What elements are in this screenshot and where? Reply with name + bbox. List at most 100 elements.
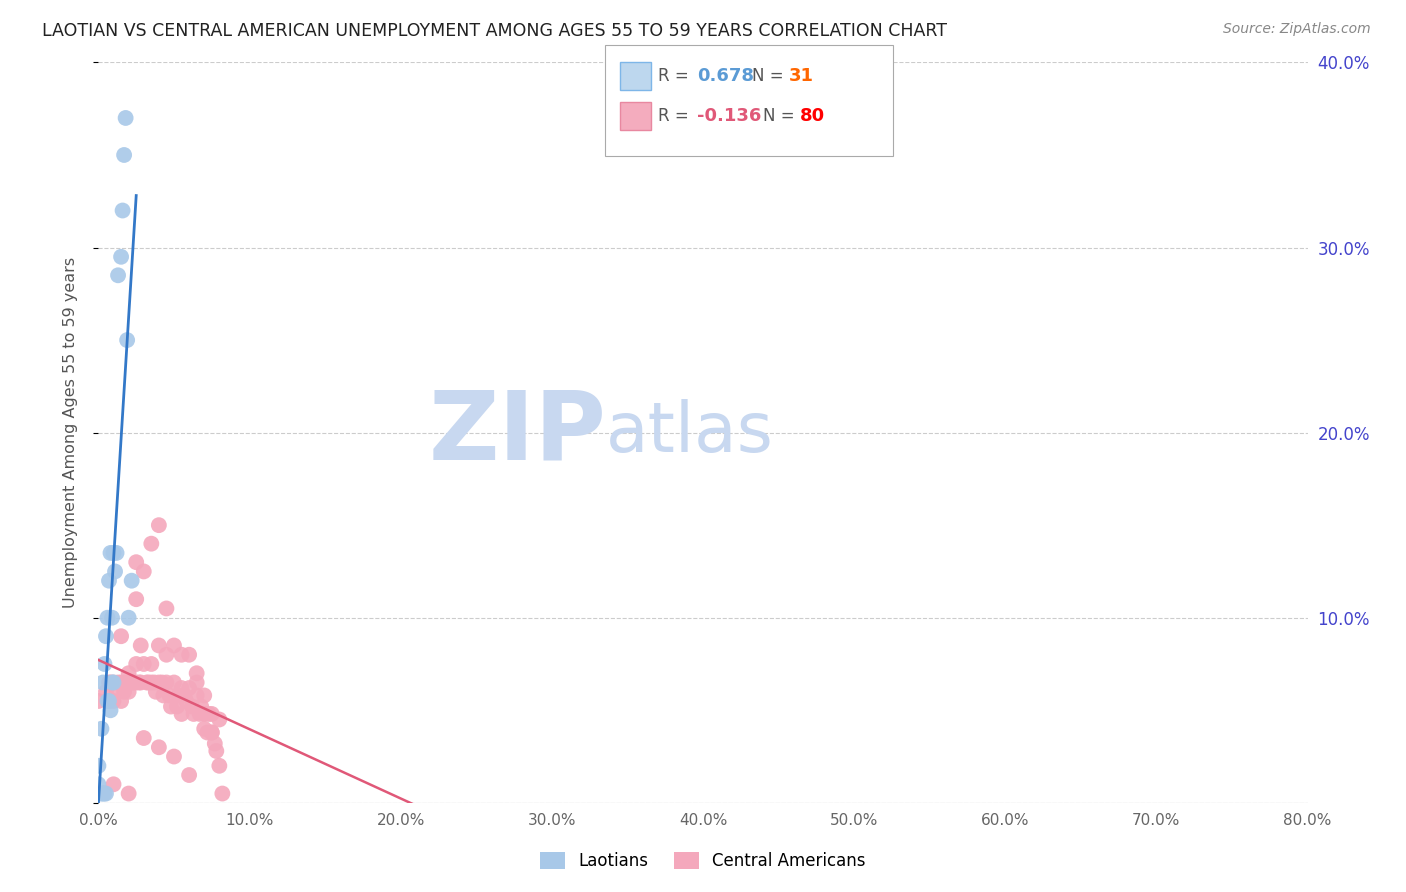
Point (174, 694, 197, 708)
Point (155, 648, 177, 662)
Point (132, 657, 155, 671)
Legend: Laotians, Central Americans: Laotians, Central Americans (534, 846, 872, 877)
Point (201, 706, 224, 721)
Point (163, 639, 186, 653)
Point (100, 703, 122, 717)
Point (112, 685, 135, 699)
Point (94, 787, 117, 801)
Point (186, 666, 208, 681)
Point (87, 694, 110, 708)
Point (107, 268, 129, 283)
Text: 31: 31 (789, 67, 814, 85)
Text: -0.136: -0.136 (697, 107, 762, 125)
Point (129, 639, 152, 653)
Point (96, 694, 118, 708)
Point (91, 675, 114, 690)
Point (125, 657, 148, 671)
Point (111, 203, 134, 218)
Point (107, 675, 129, 690)
Point (100, 675, 122, 690)
Point (118, 610, 141, 624)
Point (201, 725, 224, 739)
Point (104, 565, 127, 579)
Point (103, 777, 125, 791)
Point (141, 657, 163, 671)
Point (170, 681, 193, 695)
Point (167, 689, 190, 703)
Point (115, 333, 138, 347)
Text: Source: ZipAtlas.com: Source: ZipAtlas.com (1223, 22, 1371, 37)
Text: ZIP: ZIP (429, 386, 606, 479)
Point (101, 610, 124, 624)
Text: 80: 80 (800, 107, 825, 125)
Point (166, 699, 188, 714)
Point (145, 685, 167, 699)
Point (183, 706, 205, 721)
Point (114, 111, 136, 125)
Point (163, 675, 186, 690)
Point (193, 706, 215, 721)
Point (170, 648, 193, 662)
Point (143, 675, 166, 690)
Point (193, 689, 215, 703)
Point (188, 706, 211, 721)
Point (122, 675, 145, 690)
Point (125, 555, 148, 569)
Point (150, 675, 173, 690)
Y-axis label: Unemployment Among Ages 55 to 59 years: Unemployment Among Ages 55 to 59 years (63, 257, 77, 608)
Point (155, 601, 177, 615)
Point (94, 685, 117, 699)
Point (186, 689, 208, 703)
Point (87, 787, 110, 801)
Point (208, 758, 231, 772)
Point (155, 675, 177, 690)
Point (197, 706, 219, 721)
Point (152, 689, 174, 703)
Text: R =: R = (658, 67, 695, 85)
Point (148, 740, 170, 755)
Point (103, 675, 125, 690)
Point (94, 629, 117, 643)
Point (118, 787, 141, 801)
Point (98, 694, 121, 708)
Point (110, 694, 132, 708)
Point (205, 744, 228, 758)
Point (148, 639, 170, 653)
Point (125, 675, 148, 690)
Point (98, 574, 121, 588)
Text: LAOTIAN VS CENTRAL AMERICAN UNEMPLOYMENT AMONG AGES 55 TO 59 YEARS CORRELATION C: LAOTIAN VS CENTRAL AMERICAN UNEMPLOYMENT… (42, 22, 948, 40)
Point (128, 675, 150, 690)
Point (100, 546, 122, 560)
Point (179, 768, 201, 782)
Point (136, 675, 159, 690)
Point (93, 657, 115, 671)
Point (204, 737, 226, 751)
Point (208, 713, 231, 727)
Point (179, 648, 201, 662)
Point (193, 722, 215, 736)
Point (173, 689, 195, 703)
Point (179, 681, 201, 695)
Point (160, 699, 183, 714)
Point (93, 787, 115, 801)
Point (181, 699, 204, 714)
Point (132, 565, 155, 579)
Point (159, 689, 181, 703)
Point (141, 675, 163, 690)
Point (170, 706, 193, 721)
Text: atlas: atlas (606, 399, 775, 467)
Point (103, 675, 125, 690)
Text: N =: N = (763, 107, 800, 125)
Point (121, 574, 143, 588)
Point (101, 675, 124, 690)
Text: R =: R = (658, 107, 695, 125)
Point (90, 787, 112, 801)
Point (110, 629, 132, 643)
Point (201, 725, 224, 739)
Point (103, 546, 125, 560)
Text: N =: N = (752, 67, 789, 85)
Point (186, 675, 208, 690)
Point (121, 675, 143, 690)
Point (211, 787, 233, 801)
Point (135, 675, 157, 690)
